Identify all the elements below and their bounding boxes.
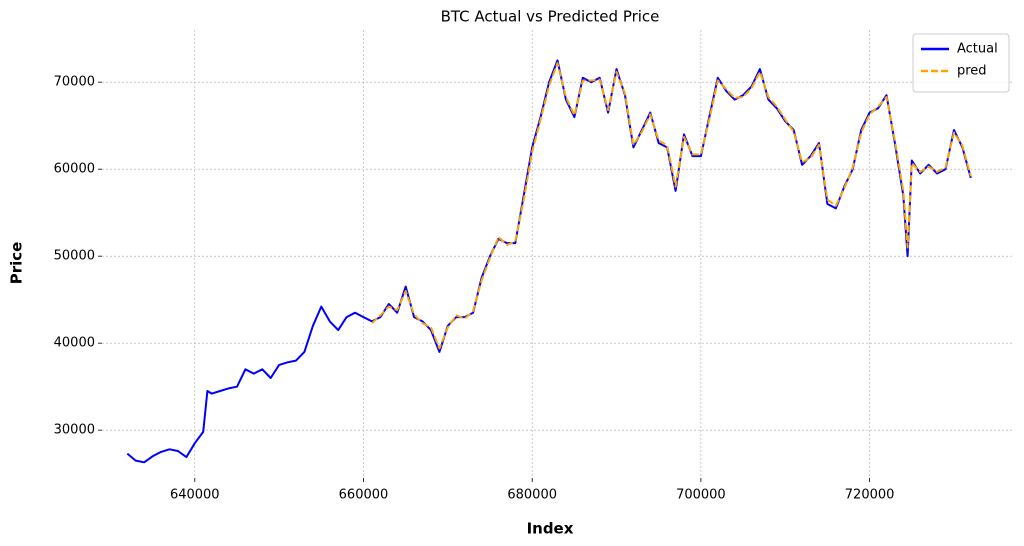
- chart-title: BTC Actual vs Predicted Price: [441, 8, 660, 26]
- legend: Actual pred: [912, 33, 1010, 93]
- y-tick-label: 30000: [54, 423, 95, 438]
- x-axis-label: Index: [527, 520, 574, 538]
- y-tick-label: 50000: [54, 249, 95, 264]
- x-tick-label: 720000: [845, 488, 895, 503]
- x-tick-label: 640000: [170, 488, 220, 503]
- y-tick-label: 60000: [54, 162, 95, 177]
- y-tick-label: 40000: [54, 336, 95, 351]
- legend-label: Actual: [957, 42, 998, 57]
- series-line: [371, 62, 972, 350]
- x-tick-label: 680000: [507, 488, 557, 503]
- legend-label: pred: [957, 64, 987, 79]
- series-line: [126, 59, 972, 464]
- x-tick-label: 700000: [676, 488, 726, 503]
- y-axis-label: Price: [8, 242, 26, 285]
- y-tick-label: 70000: [54, 75, 95, 90]
- x-tick-label: 660000: [339, 488, 389, 503]
